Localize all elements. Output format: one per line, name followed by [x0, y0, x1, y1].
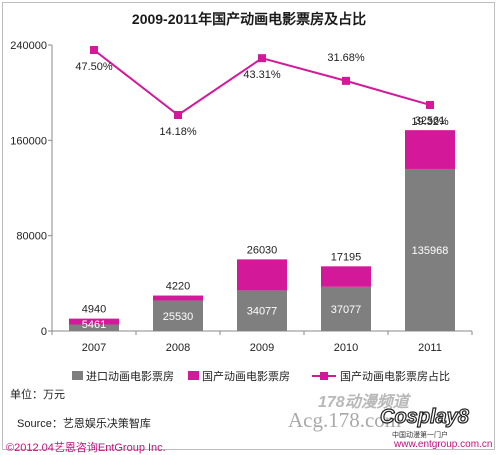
share-label: 19.32% — [411, 116, 449, 128]
bars: 5461 4940 25530 4220 34077 26030 37077 17195 135… — [69, 115, 455, 331]
share-point — [342, 76, 350, 85]
bar-domestic — [237, 259, 287, 291]
data-label-domestic: 26030 — [247, 244, 278, 256]
watermark-178: 178动漫频道 Acg.178.com — [288, 386, 448, 436]
x-tick-label: 2011 — [418, 342, 442, 354]
data-label-imported: 34077 — [247, 306, 278, 318]
bar-imported — [237, 290, 287, 331]
legend-label-imported: 进口动画电影票房 — [86, 370, 174, 383]
line-series: 47.50% 14.18% 43.31% 31.68% 19.32% — [75, 46, 449, 138]
data-label-imported: 5461 — [82, 319, 106, 331]
unit-label: 单位：万元 — [10, 389, 65, 401]
y-tick-label: 240000 — [10, 40, 47, 52]
share-label: 31.68% — [327, 52, 365, 64]
watermark-site: 178动漫频道 — [318, 394, 409, 411]
bar-imported — [153, 300, 203, 331]
chart-frame — [2, 2, 495, 450]
data-label-domestic: 17195 — [331, 251, 362, 263]
x-tick-label: 2008 — [166, 342, 190, 354]
share-point — [258, 54, 266, 63]
watermark-domain: Acg.178.com — [288, 408, 402, 432]
legend: 进口动画电影票房 国产动画电影票房 国产动画电影票房占比 — [72, 369, 450, 383]
logo-subtitle: 中国动漫第一门户 — [392, 432, 448, 439]
data-label-imported: 37077 — [331, 304, 362, 316]
bar-imported — [321, 286, 371, 331]
bar-imported — [69, 324, 119, 331]
bar-domestic — [405, 130, 455, 169]
legend-marker-share — [320, 372, 328, 380]
share-point — [426, 100, 434, 109]
legend-swatch-imported — [72, 371, 83, 380]
data-label-domestic: 4940 — [82, 304, 106, 316]
legend-swatch-domestic — [188, 371, 199, 380]
data-label-imported: 135968 — [412, 245, 449, 257]
logo-brand: Cosplay8 — [379, 405, 469, 428]
share-label: 14.18% — [159, 126, 197, 138]
y-tick-label: 0 — [41, 326, 47, 338]
x-tick-label: 2007 — [82, 342, 106, 354]
share-point — [174, 111, 182, 119]
bar-domestic — [153, 295, 203, 301]
legend-label-domestic: 国产动画电影票房 — [202, 369, 290, 383]
y-tick-label: 160000 — [10, 135, 47, 147]
legend-label-share: 国产动画电影票房占比 — [340, 369, 450, 383]
share-label: 43.31% — [243, 69, 281, 81]
y-tick-label: 80000 — [16, 231, 47, 243]
chart-title: 2009-2011年国产动画电影票房及占比 — [132, 11, 366, 27]
copyright-label: ©2012.04艺恩咨询EntGroup Inc. — [6, 442, 166, 454]
data-label-domestic: 32561 — [415, 115, 446, 127]
source-label: Source：艺恩娱乐决策智库 — [17, 418, 151, 430]
cosplay8-logo: Cosplay8 中国动漫第一门户 — [374, 390, 494, 440]
x-tick-label: 2010 — [334, 342, 358, 354]
x-tick-label: 2009 — [250, 342, 274, 354]
bar-domestic — [69, 318, 119, 325]
bar-imported — [405, 168, 455, 331]
site-url: www.entgroup.com.cn — [394, 439, 493, 450]
bar-domestic — [321, 266, 371, 287]
data-label-imported: 25530 — [163, 311, 194, 323]
data-label-domestic: 4220 — [166, 281, 190, 293]
share-point — [90, 46, 98, 54]
share-label: 47.50% — [75, 61, 113, 73]
